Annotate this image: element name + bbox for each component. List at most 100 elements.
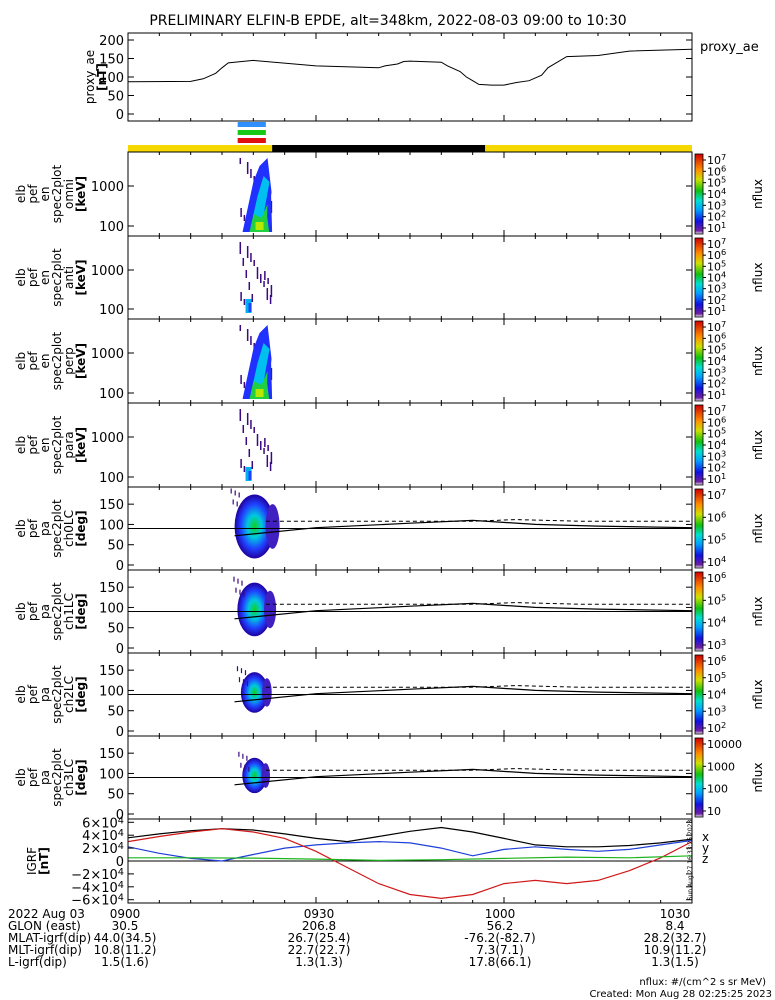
pa-streak <box>240 762 242 768</box>
spectrogram-para-ylabel-line: en <box>38 438 52 453</box>
spectrogram-streak <box>246 413 249 425</box>
igrf-ytick-label: −2×104 <box>71 867 124 883</box>
spectrogram-perp-colorbar-tick-label: 101 <box>707 387 726 402</box>
spectrogram-ch2LC-colorbar-tick-label: 105 <box>707 670 726 685</box>
spectrogram-anti-colorbar-tick-label: 102 <box>707 292 726 307</box>
spectrogram-ch3LC-ylabel-line: [deg] <box>74 759 88 795</box>
ephemeris-value: 10.8(11.2) <box>94 943 157 957</box>
spectrogram-peak <box>255 222 264 230</box>
ephemeris-row-label: L-igrf(dip) <box>8 955 67 969</box>
spectrogram-ch2LC-colorbar-tick-label: 102 <box>707 720 726 735</box>
ephemeris-value: 1.3(1.3) <box>295 955 343 969</box>
ephemeris-value: -76.2(-82.7) <box>464 931 535 945</box>
pa-streak <box>230 488 232 494</box>
spectrogram-hot <box>249 371 270 399</box>
spectrogram-omni-data <box>239 158 273 232</box>
proxy-ae-ytick-label: 150 <box>99 53 124 68</box>
ephemeris-value: 1.3(1.5) <box>651 955 699 969</box>
pa-streak <box>238 751 240 757</box>
spectrogram-ch3LC-colorbar-tick-label: 1000 <box>707 760 735 773</box>
spectrogram-ch2LC-ylabel-line: ch2LC <box>62 676 76 713</box>
spectrogram-streak <box>246 162 249 174</box>
pa-streak <box>238 677 241 683</box>
spectrogram-streak <box>266 288 269 300</box>
spectrogram-streak <box>253 343 255 349</box>
spectrogram-para-colorbar-tick-label: 105 <box>707 426 726 441</box>
spectrogram-streak <box>246 329 249 341</box>
spectrogram-ch1LC-ytick-label: 100 <box>99 601 124 616</box>
spectrogram-ch3LC-colorbar-tick-label: 100 <box>707 783 728 796</box>
spectrogram-streak <box>239 242 242 248</box>
spectrogram-omni-ylabel-line: omni <box>62 179 76 209</box>
igrf-legend-x: x <box>702 830 709 844</box>
spectrogram-perp-colorbar <box>694 320 704 402</box>
spectrogram-perp-colorbar-tick-label: 102 <box>707 376 726 391</box>
spectrogram-perp-ylabel-line: pef <box>26 351 40 371</box>
pa-distribution-edge <box>265 504 280 549</box>
spectrogram-streak <box>242 425 245 433</box>
spectrogram-ch2LC-ylabel-line: elb <box>14 685 28 703</box>
spectrogram-streak <box>269 462 272 471</box>
spectrogram-para-ylabel-line: pef <box>26 435 40 455</box>
pa-streak <box>242 753 244 759</box>
igrf-series-z <box>127 828 693 900</box>
spectrogram-para-colorbar-tick-label: 104 <box>707 437 726 452</box>
proxy-ae-ylabel-line: [nT] <box>95 63 109 91</box>
spectrogram-streak <box>260 274 262 283</box>
spectrogram-streak <box>239 325 242 331</box>
spectrogram-anti-ylabel-line: anti <box>62 266 76 289</box>
spectrogram-ch0LC-colorbar-tick-label: 105 <box>707 532 726 547</box>
spectrogram-ch2LC-colorbar <box>694 654 704 735</box>
pa-streak <box>233 576 235 582</box>
loss-cone-line <box>234 685 693 703</box>
spectrogram-streak <box>260 441 262 450</box>
spectrogram-streak <box>256 434 259 446</box>
spectrogram-perp-bg <box>128 319 692 403</box>
spectrogram-streak <box>239 246 242 254</box>
orbit-bar-black <box>272 145 486 152</box>
spectrogram-ch1LC-colorbar <box>694 571 704 652</box>
spectrogram-ch0LC-ylabel-line: pa <box>38 521 52 536</box>
spectrogram-anti-colorbar-tick-label: 103 <box>707 281 726 296</box>
spectrogram-streak <box>250 336 252 345</box>
ephemeris-value: 22.7(22.7) <box>288 943 351 957</box>
spectrogram-streak <box>253 260 255 266</box>
spectrogram-perp-ytick-label: 1000 <box>91 347 124 362</box>
spectrogram-omni-ylabel-line: [keV] <box>74 176 88 212</box>
igrf-ytick-label: −6×104 <box>71 893 124 909</box>
ephemeris-value: 1.5(1.6) <box>101 955 149 969</box>
spectrogram-ch2LC-colorbar-tick-label: 104 <box>707 687 726 702</box>
spectrogram-streak <box>239 409 242 415</box>
proxy-ae-ytick-label: 100 <box>99 71 124 86</box>
spectrogram-anti-ylabel-line: [keV] <box>74 259 88 295</box>
spectrogram-ch0LC-ylabel-line: elb <box>14 519 28 537</box>
pa-streak <box>237 578 239 584</box>
proxy-ae-ylabel-line: proxy_ae <box>83 50 97 104</box>
pa-streak <box>236 501 238 507</box>
spectrogram-para-ylabel-line: [keV] <box>74 427 88 463</box>
igrf-ytick-label: −4×104 <box>71 880 124 896</box>
ephemeris-value: 56.2 <box>487 919 514 933</box>
pa-streak <box>243 591 245 597</box>
spectrogram-ch0LC-colorbar <box>694 488 704 569</box>
spectrogram-ch0LC-colorbar-label: nflux <box>751 514 765 544</box>
spectrogram-ch3LC-colorbar-tick-label: 10000 <box>707 738 742 751</box>
ephemeris-row-label: MLAT-igrf(dip) <box>8 931 91 945</box>
spectrogram-ch3LC-ylabel-line: ch3LC <box>62 759 76 796</box>
spectrogram-ch0LC-ylabel-line: pef <box>26 518 40 538</box>
spectrogram-ch3LC-ytick-label: 50 <box>107 788 124 803</box>
spectrogram-streak <box>240 459 242 468</box>
units-note: nflux: #/(cm^2 s sr MeV) <box>639 977 766 988</box>
spectrogram-omni-ylabel-line: elb <box>14 185 28 203</box>
ephemeris-value: 206.8 <box>302 919 336 933</box>
anti-loss-cone-line <box>265 768 692 771</box>
orbit-bar-yellow-left <box>128 145 273 152</box>
spectrogram-ch1LC-ylabel-line: [deg] <box>74 593 88 629</box>
created-note: Created: Mon Aug 28 02:25:25 2023 <box>589 989 772 1000</box>
spectrogram-streak <box>266 455 269 467</box>
spectrogram-omni-colorbar-label: nflux <box>751 179 765 209</box>
spectrogram-ch0LC-ylabel-line: spec2plot <box>50 499 64 558</box>
spectrogram-streak <box>253 176 255 182</box>
spectrogram-ch2LC-data <box>236 666 272 713</box>
ephemeris-value: 26.7(25.4) <box>288 931 351 945</box>
